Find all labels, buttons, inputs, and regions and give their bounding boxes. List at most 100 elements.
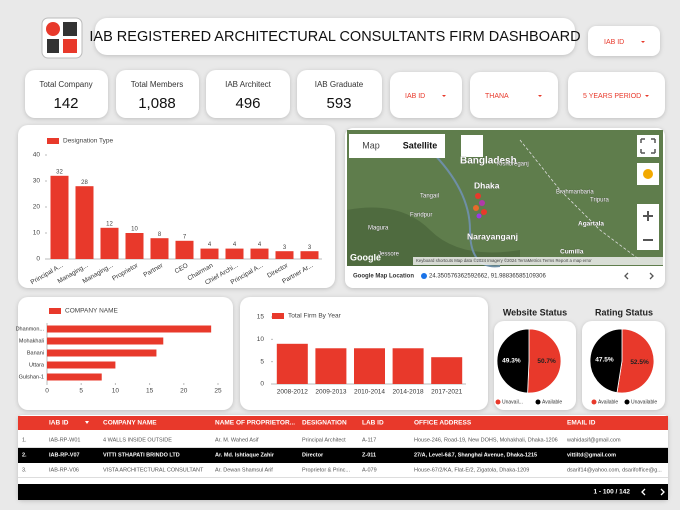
map-location-button[interactable]: [461, 135, 483, 157]
filter-label[interactable]: THANA: [485, 93, 509, 100]
kpi-value: 593: [326, 95, 351, 112]
table-cell[interactable]: Ar. M. Wahed Asif: [215, 437, 259, 443]
column-header[interactable]: EMAIL ID: [567, 420, 596, 427]
map-type-control[interactable]: [349, 134, 445, 158]
map-place: Bangladesh: [460, 156, 517, 167]
filter-card[interactable]: [390, 72, 462, 118]
table-cell[interactable]: Principal Architect: [302, 437, 346, 443]
table-cell[interactable]: VITTI STHAPATI BRINDO LTD: [103, 452, 180, 458]
map-logo: Google: [350, 252, 381, 262]
table-cell[interactable]: House-67/2/KA, Flat-E/2, Zigatola, Dhaka…: [414, 467, 529, 473]
legend-dot: [591, 399, 597, 405]
map-button[interactable]: Satellite: [403, 140, 438, 150]
table-cell[interactable]: IAB-RP-W01: [49, 437, 80, 443]
table-cell[interactable]: IAB-RP-V06: [49, 467, 79, 473]
sort-indicator[interactable]: [85, 421, 89, 424]
x-tick-label: 2009-2013: [315, 389, 346, 396]
y-tick-label: 15: [257, 314, 265, 321]
table-cell[interactable]: 4 WALLS INSIDE OUTSIDE: [103, 437, 172, 443]
kpi-value: 142: [53, 95, 78, 112]
table-cell[interactable]: Z-011: [362, 452, 376, 458]
x-tick-label: 10: [112, 388, 120, 395]
filter-card[interactable]: [588, 26, 660, 56]
bar: [250, 248, 269, 259]
table-cell[interactable]: vittiltd@gmail.com: [567, 452, 616, 458]
bar: [50, 175, 69, 259]
legend-label: Designation Type: [63, 138, 113, 145]
y-tick-label: 0: [260, 381, 264, 388]
table-cell[interactable]: wahidasif@gmail.com: [566, 437, 621, 443]
legend-dot: [495, 399, 501, 405]
column-header[interactable]: DESIGNATION: [302, 420, 347, 427]
pagination: 1 - 100 / 142: [594, 489, 631, 496]
bar: [200, 248, 219, 259]
map-zoom-control[interactable]: [637, 204, 659, 250]
x-tick-label: 15: [146, 388, 154, 395]
map-border: [519, 139, 641, 261]
bar: [75, 186, 94, 259]
filter-card[interactable]: [568, 72, 665, 118]
map-fullscreen-button[interactable]: [637, 135, 659, 157]
y-tick-label: 10: [33, 230, 41, 237]
data-label: 3: [308, 245, 312, 251]
y-tick-label: 5: [260, 358, 264, 365]
column-header[interactable]: COMPANY NAME: [103, 420, 157, 427]
location-dot: [421, 273, 427, 279]
map-attribution: Keyboard shortcuts Map data ©2024 Imager…: [416, 258, 592, 263]
table-cell[interactable]: Proprietor & Princ...: [302, 467, 350, 473]
row-number: 3.: [22, 467, 27, 473]
map-pager[interactable]: [624, 272, 654, 280]
table-cell[interactable]: VISTA ARCHITECTURAL CONSULTANT: [103, 467, 204, 473]
map-coordinates: 24.350576362592662, 91.98836585109306: [429, 274, 546, 280]
data-label: 3: [283, 245, 287, 251]
table-cell[interactable]: House-246, Road-19, New DOHS, Mohakhali,…: [414, 437, 558, 443]
pie-slice: [616, 328, 655, 394]
filter-label[interactable]: IAB ID: [604, 39, 624, 46]
bar: [225, 248, 244, 259]
pegman-icon: [643, 169, 653, 179]
filter-card[interactable]: [470, 72, 558, 118]
legend-label: Available: [598, 399, 618, 405]
table-cell[interactable]: Ar. Dewan Shamsul Arif: [215, 467, 273, 473]
filter-label[interactable]: IAB ID: [405, 93, 425, 100]
legend-swatch: [49, 308, 61, 314]
map-marker: [475, 193, 481, 199]
column-header[interactable]: IAB ID: [49, 420, 69, 427]
column-header[interactable]: NAME OF PROPRIETOR...: [215, 420, 295, 427]
table-pager[interactable]: [641, 488, 665, 496]
data-label: 10: [131, 227, 138, 233]
bar: [47, 325, 212, 333]
selected-row[interactable]: [18, 448, 668, 463]
bar: [354, 348, 385, 384]
kpi-card: [116, 70, 199, 118]
map-marker: [476, 213, 482, 219]
kpi-value: 496: [235, 95, 260, 112]
pie-slice: [496, 328, 530, 394]
bar: [315, 348, 347, 384]
column-header[interactable]: LAB ID: [362, 420, 384, 427]
table-cell[interactable]: dsarif14@yahoo.com, dsarifoffice@g...: [567, 467, 662, 473]
legend-swatch: [47, 138, 59, 144]
x-tick-label: 2014-2018: [393, 389, 424, 396]
x-tick-label: 2008-2012: [277, 389, 308, 396]
bar: [47, 337, 164, 345]
y-tick-label: Uttara: [29, 362, 45, 368]
column-header[interactable]: OFFICE ADDRESS: [414, 420, 472, 427]
table-cell[interactable]: A-079: [362, 467, 377, 473]
y-tick-label: 10: [257, 336, 265, 343]
y-tick-label: Dhanmon...: [16, 326, 45, 332]
x-tick-label: 2017-2021: [431, 389, 462, 396]
y-tick-label: 30: [33, 178, 41, 185]
kpi-card: [206, 70, 290, 118]
x-tick-label: 0: [45, 388, 49, 395]
map-button[interactable]: Map: [362, 140, 380, 150]
filter-label[interactable]: 5 YEARS PERIOD: [583, 93, 641, 100]
table-cell[interactable]: A-117: [362, 437, 376, 443]
table-cell[interactable]: 27/A, Level-6&7, Shanghai Avenue, Dhaka-…: [414, 452, 537, 458]
table-cell[interactable]: Ar. Md. Ishtiaque Zahir: [215, 452, 275, 458]
table-cell[interactable]: Director: [302, 452, 324, 458]
table-cell[interactable]: IAB-RP-V07: [49, 452, 80, 458]
map-attribution-bg: [413, 257, 663, 265]
map-place: Faridpur: [410, 213, 432, 219]
